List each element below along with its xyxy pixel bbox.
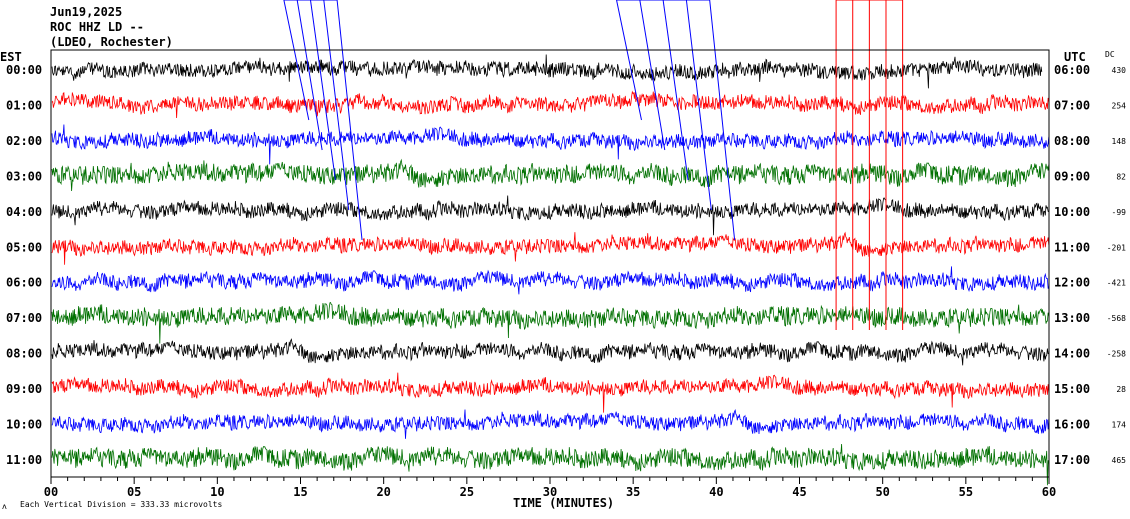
x-tick-label: 60 [1042,485,1056,499]
est-row-label: 10:00 [6,418,42,432]
est-row-label: 05:00 [6,240,42,254]
dc-value: -421 [1107,279,1126,288]
utc-row-label: 08:00 [1054,134,1090,148]
trace-row-05:00 [51,231,1050,265]
trace-row-07:00 [51,301,1050,344]
event-marker-line [336,0,363,241]
event-marker-line [296,0,323,151]
dc-value: -568 [1107,314,1126,323]
x-tick-label: 10 [210,485,224,499]
trace-row-11:00 [51,443,1050,486]
x-axis-ticks: 00 05 10 15 20 25 30 35 40 45 50 55 60 [44,477,1056,499]
event-marker-line [709,0,736,241]
row-labels: 00:00 06:00 430 01:00 07:00 254 02:00 08:00 148 0… [6,63,1126,467]
x-tick-label: 45 [792,485,806,499]
dc-value: 174 [1112,421,1127,430]
x-tick-label: 20 [376,485,390,499]
trace-row-09:00 [51,372,1050,413]
utc-row-label: 12:00 [1054,276,1090,290]
event-marker-line [323,0,350,211]
x-tick-label: 50 [875,485,889,499]
event-marker-line [616,0,642,121]
event-marker-line [639,0,666,151]
dc-value: 465 [1112,456,1127,465]
est-row-label: 07:00 [6,311,42,325]
est-row-label: 04:00 [6,205,42,219]
utc-row-label: 07:00 [1054,99,1090,113]
dc-label: DC [1105,50,1115,59]
utc-axis-label: UTC [1064,50,1086,64]
event-marker-line [283,0,310,121]
title-station: ROC HHZ LD -- [50,20,144,34]
trace-row-10:00 [51,408,1050,439]
utc-row-label: 06:00 [1054,63,1090,77]
utc-row-label: 14:00 [1054,347,1090,361]
x-tick-label: 15 [293,485,307,499]
x-tick-label: 40 [709,485,723,499]
event-markers [283,0,904,330]
utc-row-label: 11:00 [1054,240,1090,254]
est-row-label: 08:00 [6,347,42,361]
est-row-label: 01:00 [6,99,42,113]
est-axis-label: EST [0,50,22,64]
event-marker-line [662,0,689,181]
dc-value: 28 [1116,385,1126,394]
title-network: (LDEO, Rochester) [50,35,173,49]
est-row-label: 06:00 [6,276,42,290]
dc-value: 254 [1112,102,1127,111]
utc-row-label: 16:00 [1054,418,1090,432]
event-marker-line [309,0,336,181]
x-tick-label: 00 [44,485,58,499]
x-tick-label: 05 [127,485,141,499]
dc-value: 148 [1112,137,1127,146]
trace-row-04:00 [51,195,1049,236]
utc-row-label: 17:00 [1054,453,1090,467]
utc-row-label: 09:00 [1054,169,1090,183]
trace-row-03:00 [51,158,1050,192]
x-tick-label: 30 [543,485,557,499]
trace-row-06:00 [51,266,1050,295]
x-tick-label: 55 [959,485,973,499]
est-row-label: 03:00 [6,169,42,183]
footer-mark: ʌ [2,502,7,511]
dc-value: 430 [1112,66,1127,75]
x-axis-label: TIME (MINUTES) [513,496,614,510]
title-date: Jun19,2025 [50,5,122,19]
dc-value: -258 [1107,350,1126,359]
est-row-label: 02:00 [6,134,42,148]
dc-value: -201 [1107,243,1126,252]
traces [51,54,1050,486]
utc-row-label: 15:00 [1054,382,1090,396]
dc-value: 82 [1116,172,1126,181]
est-row-label: 11:00 [6,453,42,467]
dc-value: -99 [1112,208,1127,217]
event-marker-line [685,0,712,211]
scale-footer: Each Vertical Division = 333.33 microvol… [20,500,222,509]
est-row-label: 09:00 [6,382,42,396]
trace-row-01:00 [51,90,1050,119]
utc-row-label: 13:00 [1054,311,1090,325]
plot-frame [50,49,1050,478]
est-row-label: 00:00 [6,63,42,77]
trace-row-08:00 [51,338,1049,366]
trace-row-00:00 [51,54,1043,89]
utc-row-label: 10:00 [1054,205,1090,219]
x-tick-label: 25 [460,485,474,499]
x-tick-label: 35 [626,485,640,499]
trace-row-02:00 [51,124,1050,165]
